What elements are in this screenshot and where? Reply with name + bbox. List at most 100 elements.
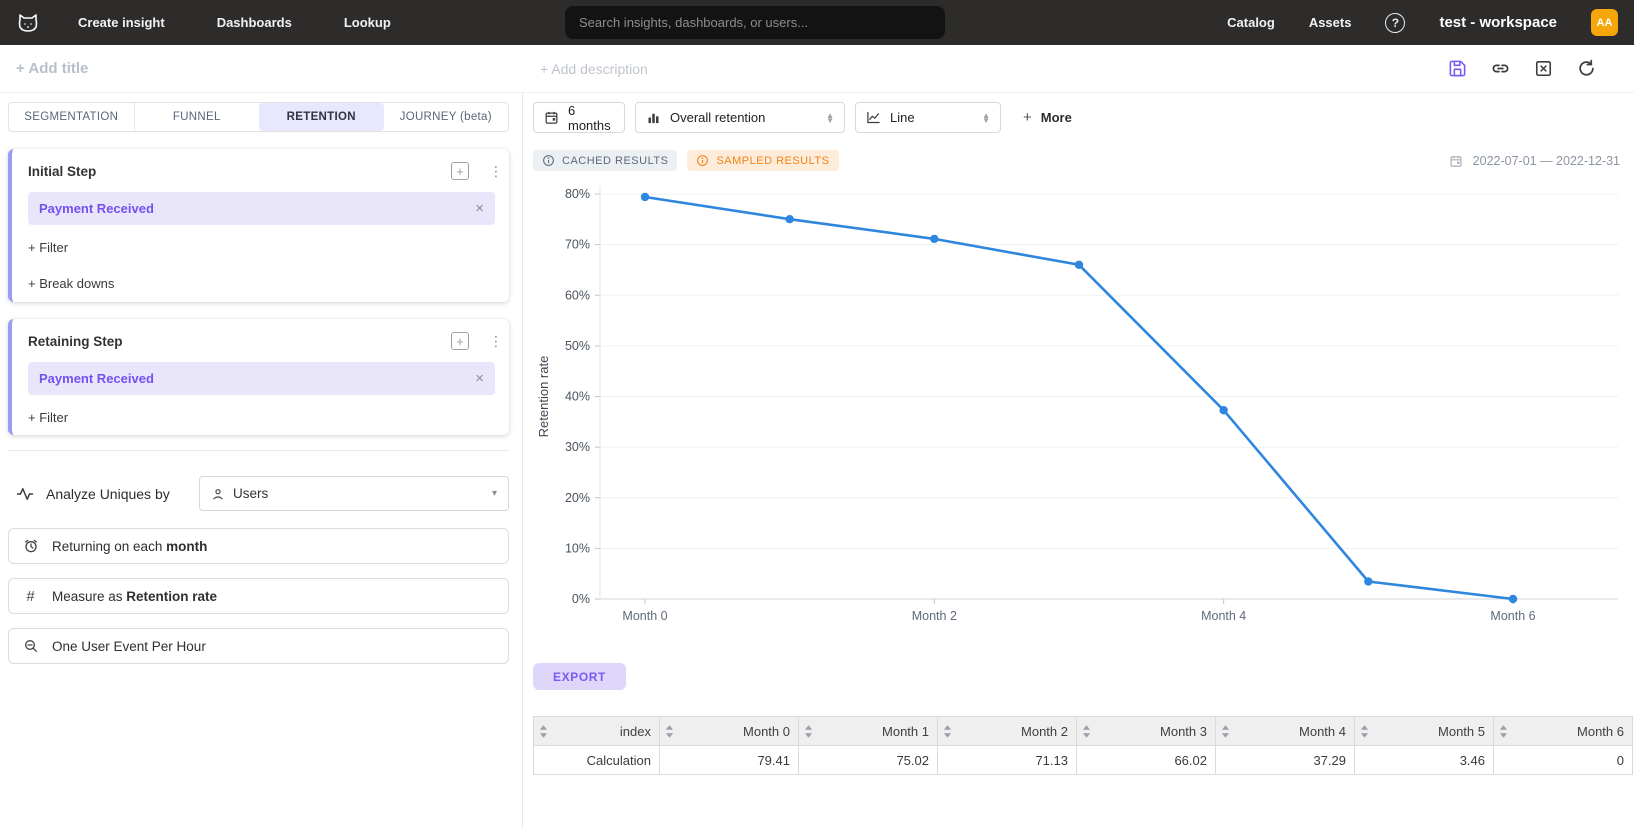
table-cell: 0 <box>1493 745 1633 775</box>
analyze-entity-select[interactable]: Users ▾ <box>199 476 509 511</box>
column-header[interactable]: Month 1 <box>798 716 938 746</box>
info-icon <box>542 154 555 167</box>
nav-assets[interactable]: Assets <box>1308 15 1352 30</box>
remove-event-icon[interactable]: × <box>475 199 484 217</box>
close-square-icon[interactable] <box>1534 59 1553 78</box>
table-row: Calculation 79.41 75.02 71.13 66.02 37.2… <box>533 745 1633 775</box>
step-menu-icon[interactable]: ⋮ <box>489 162 503 179</box>
table-cell: 37.29 <box>1215 745 1355 775</box>
zoom-out-icon <box>22 638 39 655</box>
svg-text:70%: 70% <box>565 238 590 252</box>
column-header[interactable]: index <box>533 716 660 746</box>
more-button[interactable]: + More <box>1023 109 1072 126</box>
returning-interval-button[interactable]: Returning on each month <box>8 528 509 564</box>
clock-icon <box>22 538 39 555</box>
sort-icon[interactable] <box>1499 725 1508 738</box>
tab-funnel[interactable]: FUNNEL <box>172 111 221 123</box>
results-table: index Month 0 Month 1 Month 2 Month 3 Mo… <box>533 716 1633 775</box>
svg-text:0%: 0% <box>572 592 590 606</box>
export-button[interactable]: EXPORT <box>533 663 626 690</box>
column-header[interactable]: Month 4 <box>1215 716 1355 746</box>
search-input[interactable] <box>565 6 945 39</box>
help-icon[interactable]: ? <box>1385 12 1406 33</box>
nav-lookup[interactable]: Lookup <box>343 15 391 30</box>
sort-icon[interactable] <box>943 725 952 738</box>
sort-icon[interactable] <box>665 725 674 738</box>
app-logo-cat-icon[interactable] <box>16 10 42 36</box>
chart-controls: 6 months Overall retention ▲ ▼ Line <box>533 102 1634 133</box>
table-cell: Calculation <box>533 745 660 775</box>
refresh-icon[interactable] <box>1577 59 1596 78</box>
add-description-button[interactable]: + Add description <box>540 60 648 77</box>
nav-right: Catalog Assets ? test - workspace AA <box>1227 9 1618 36</box>
retaining-step-card: Retaining Step + ⋮ Payment Received × + … <box>8 319 509 435</box>
add-breakdowns-button[interactable]: + Break downs <box>28 276 115 291</box>
svg-text:80%: 80% <box>565 187 590 201</box>
add-title-button[interactable]: + Add title <box>16 60 89 77</box>
table-header-row: index Month 0 Month 1 Month 2 Month 3 Mo… <box>533 716 1633 746</box>
sampling-button[interactable]: One User Event Per Hour <box>8 628 509 664</box>
table-cell: 66.02 <box>1076 745 1216 775</box>
table-cell: 71.13 <box>937 745 1077 775</box>
add-step-icon[interactable]: + <box>451 332 469 350</box>
insight-type-tabs: SEGMENTATION FUNNEL RETENTION JOURNEY (b… <box>8 102 509 132</box>
step-menu-icon[interactable]: ⋮ <box>489 332 503 349</box>
user-avatar[interactable]: AA <box>1591 9 1618 36</box>
sort-icon[interactable] <box>1221 725 1230 738</box>
svg-text:Month 6: Month 6 <box>1490 609 1535 623</box>
column-header[interactable]: Month 5 <box>1354 716 1494 746</box>
sort-icon[interactable] <box>804 725 813 738</box>
workspace-name[interactable]: test - workspace <box>1439 14 1557 31</box>
initial-step-title: Initial Step <box>28 163 97 179</box>
analyze-uniques-row: Analyze Uniques by Users ▾ <box>8 476 509 511</box>
svg-text:Month 4: Month 4 <box>1201 609 1246 623</box>
initial-step-card: Initial Step + ⋮ Payment Received × + Fi… <box>8 149 509 302</box>
nav-links: Create insight Dashboards Lookup <box>78 15 391 30</box>
column-header[interactable]: Month 2 <box>937 716 1077 746</box>
chevron-down-icon: ▾ <box>491 488 497 499</box>
sort-icon[interactable] <box>1360 725 1369 738</box>
nav-catalog[interactable]: Catalog <box>1227 15 1275 30</box>
add-filter-button[interactable]: + Filter <box>28 410 69 425</box>
calendar-icon <box>544 110 559 125</box>
add-step-icon[interactable]: + <box>451 162 469 180</box>
nav-create-insight[interactable]: Create insight <box>78 15 165 30</box>
column-header[interactable]: Month 6 <box>1493 716 1633 746</box>
svg-text:Retention rate: Retention rate <box>536 356 551 438</box>
svg-text:Month 2: Month 2 <box>912 609 957 623</box>
sort-icon[interactable] <box>1082 725 1091 738</box>
top-navbar: Create insight Dashboards Lookup Catalog… <box>0 0 1634 45</box>
column-header[interactable]: Month 0 <box>659 716 799 746</box>
header-actions <box>1448 59 1618 78</box>
tab-segmentation[interactable]: SEGMENTATION <box>9 103 135 131</box>
pulse-icon <box>16 485 34 503</box>
remove-event-icon[interactable]: × <box>475 369 484 387</box>
cached-results-badge: CACHED RESULTS <box>533 150 678 171</box>
retention-type-select[interactable]: Overall retention ▲ ▼ <box>635 102 845 133</box>
sampled-results-badge: SAMPLED RESULTS <box>687 150 839 171</box>
measure-as-button[interactable]: # Measure as Retention rate <box>8 578 509 614</box>
results-panel: 6 months Overall retention ▲ ▼ Line <box>523 93 1634 828</box>
save-icon[interactable] <box>1448 59 1467 78</box>
retaining-step-event[interactable]: Payment Received × <box>28 362 495 395</box>
link-icon[interactable] <box>1491 59 1510 78</box>
sidebar-divider <box>8 450 509 451</box>
column-header[interactable]: Month 3 <box>1076 716 1216 746</box>
initial-step-event[interactable]: Payment Received × <box>28 192 495 225</box>
svg-text:50%: 50% <box>565 339 590 353</box>
table-cell: 3.46 <box>1354 745 1494 775</box>
nav-dashboards[interactable]: Dashboards <box>216 15 292 30</box>
select-arrows-icon: ▲ ▼ <box>826 110 834 125</box>
calendar-icon <box>1449 154 1463 168</box>
status-badges: CACHED RESULTS SAMPLED RESULTS 2022-0 <box>533 150 1634 171</box>
svg-text:60%: 60% <box>565 288 590 302</box>
chart-type-select[interactable]: Line ▲ ▼ <box>855 102 1001 133</box>
sort-icon[interactable] <box>539 725 548 738</box>
svg-text:20%: 20% <box>565 491 590 505</box>
add-filter-button[interactable]: + Filter <box>28 240 69 255</box>
date-range-button[interactable]: 6 months <box>533 102 625 133</box>
tab-journey[interactable]: JOURNEY (beta) <box>399 111 492 123</box>
svg-text:40%: 40% <box>565 390 590 404</box>
tab-retention[interactable]: RETENTION <box>259 103 384 131</box>
table-cell: 75.02 <box>798 745 938 775</box>
